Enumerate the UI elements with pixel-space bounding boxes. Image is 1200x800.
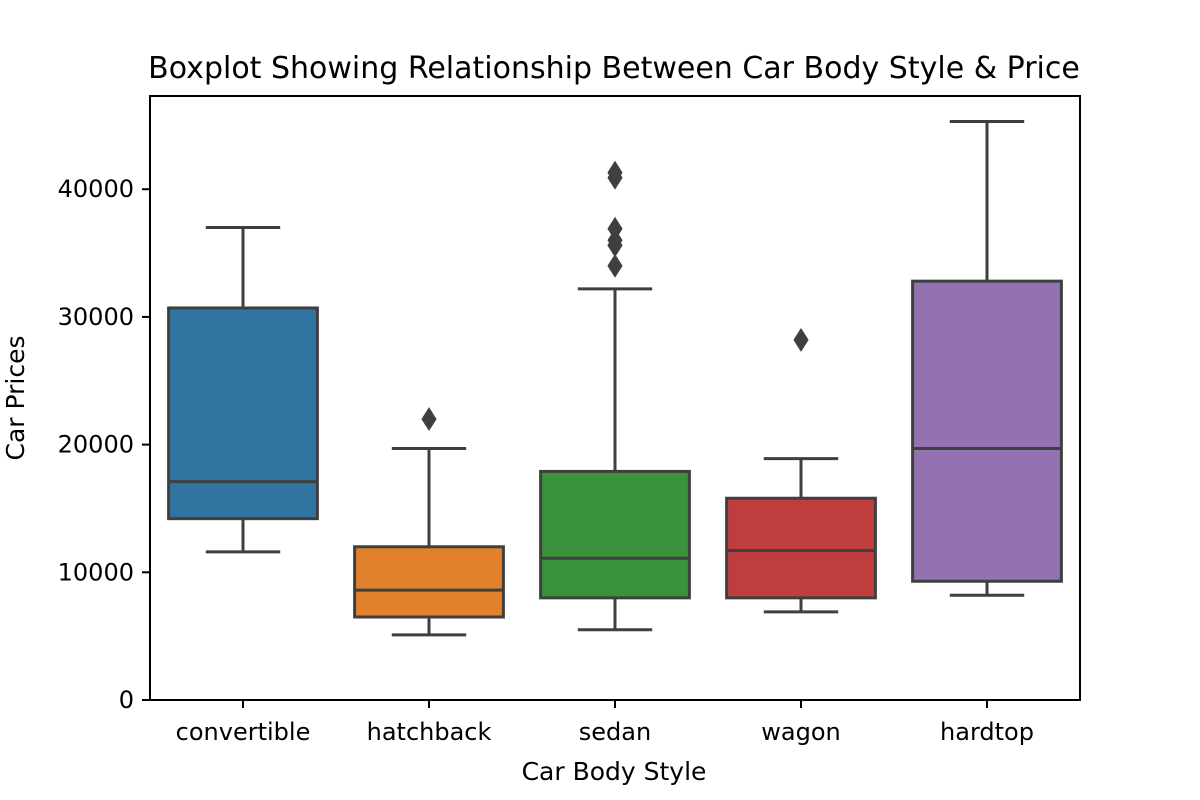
x-axis-label: Car Body Style — [522, 757, 707, 786]
x-tick-label-hardtop: hardtop — [940, 718, 1034, 746]
box-convertible-iqr-box — [167, 306, 319, 521]
y-tick-label-0: 0 — [119, 686, 134, 714]
box-hardtop-iqr-box — [911, 279, 1063, 583]
box-sedan-outlier-3 — [607, 216, 623, 241]
box-sedan-outlier-5 — [607, 160, 623, 185]
chart-title: Boxplot Showing Relationship Between Car… — [148, 51, 1080, 86]
x-tick-label-hatchback: hatchback — [367, 718, 492, 746]
y-axis-label: Car Prices — [1, 335, 30, 460]
y-tick-label-30000: 30000 — [58, 303, 134, 331]
y-tick-label-20000: 20000 — [58, 431, 134, 459]
box-hatchback-iqr-box — [353, 545, 505, 619]
box-sedan-iqr-box — [539, 469, 691, 600]
x-tick-label-convertible: convertible — [176, 718, 311, 746]
box-wagon-outlier-0 — [793, 327, 809, 352]
box-hatchback-outlier-0 — [421, 407, 437, 432]
x-tick-label-wagon: wagon — [761, 718, 840, 746]
box-sedan-outlier-0 — [607, 253, 623, 278]
y-tick-label-10000: 10000 — [58, 558, 134, 586]
box-wagon-iqr-box — [725, 496, 877, 600]
y-tick-label-40000: 40000 — [58, 175, 134, 203]
plot-area: 0 10000 20000 30000 40000 convertible hatchbac… — [58, 95, 1081, 746]
x-tick-label-sedan: sedan — [579, 718, 651, 746]
